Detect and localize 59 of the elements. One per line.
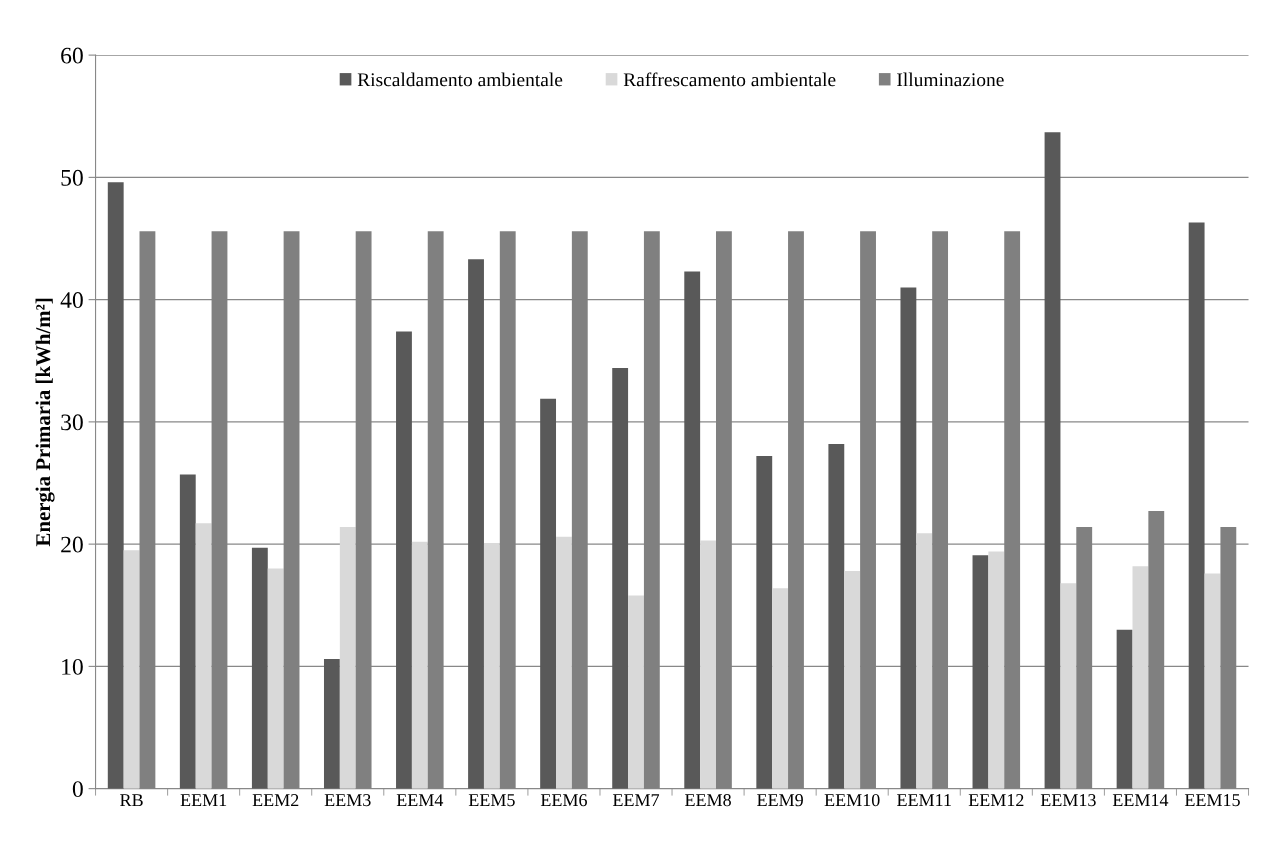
bar bbox=[628, 595, 644, 789]
y-tick-label: 20 bbox=[61, 536, 83, 553]
bar bbox=[1204, 573, 1221, 789]
x-tick-label: EEM13 bbox=[1040, 794, 1096, 807]
x-tick-label: EEM10 bbox=[824, 794, 880, 807]
bar bbox=[107, 182, 124, 789]
y-tick-label: 0 bbox=[72, 781, 83, 798]
x-tick-label: EEM14 bbox=[1112, 794, 1169, 807]
bar bbox=[267, 568, 284, 789]
bar bbox=[1188, 222, 1205, 789]
bar bbox=[916, 533, 933, 789]
bar bbox=[195, 523, 212, 789]
x-tick-label: EEM8 bbox=[685, 794, 731, 807]
x-tick-label: EEM5 bbox=[468, 794, 515, 807]
y-axis-title: Energia Primaria [kWh/m²] bbox=[35, 298, 55, 547]
bar bbox=[1060, 583, 1077, 789]
legend-label: Raffrescamento ambientale bbox=[623, 72, 836, 87]
bar bbox=[339, 527, 356, 789]
bar bbox=[468, 259, 484, 789]
bar bbox=[1116, 629, 1133, 789]
x-tick-label: EEM9 bbox=[757, 794, 803, 807]
legend-label: Illuminazione bbox=[897, 72, 1004, 87]
x-tick-label: EEM4 bbox=[396, 794, 444, 807]
bar bbox=[1132, 566, 1149, 789]
x-tick-label: EEM3 bbox=[324, 794, 371, 807]
bar bbox=[323, 659, 340, 789]
x-tick-label: RB bbox=[120, 794, 143, 807]
bar bbox=[483, 542, 500, 789]
bar bbox=[988, 551, 1005, 789]
x-tick-label: EEM2 bbox=[252, 794, 299, 807]
legend-label: Riscaldamento ambientale bbox=[357, 72, 563, 87]
bar bbox=[179, 474, 196, 789]
bar bbox=[540, 398, 557, 789]
x-tick-label: EEM7 bbox=[612, 794, 660, 807]
bar bbox=[1044, 132, 1061, 789]
bar bbox=[411, 541, 428, 789]
bar bbox=[123, 550, 140, 789]
bar bbox=[900, 287, 917, 789]
bar bbox=[772, 588, 789, 789]
bar bbox=[756, 456, 773, 789]
x-tick-label: EEM1 bbox=[180, 794, 227, 807]
x-tick-label: EEM11 bbox=[897, 794, 951, 807]
y-tick-label: 50 bbox=[61, 169, 83, 186]
x-tick-label: EEM15 bbox=[1184, 794, 1240, 807]
bar bbox=[396, 331, 412, 789]
x-tick-label: EEM6 bbox=[540, 794, 587, 807]
y-tick-label: 30 bbox=[61, 414, 83, 431]
bar bbox=[251, 547, 268, 789]
bar bbox=[844, 571, 861, 789]
bar bbox=[612, 368, 629, 789]
y-tick-label: 40 bbox=[60, 292, 83, 309]
bar bbox=[828, 443, 845, 789]
y-tick-label: 60 bbox=[61, 47, 83, 64]
bar bbox=[684, 271, 701, 789]
y-tick-label: 10 bbox=[62, 658, 83, 675]
bar bbox=[700, 540, 716, 789]
x-tick-label: EEM12 bbox=[968, 794, 1024, 807]
bar bbox=[972, 555, 989, 789]
bar bbox=[556, 536, 572, 789]
